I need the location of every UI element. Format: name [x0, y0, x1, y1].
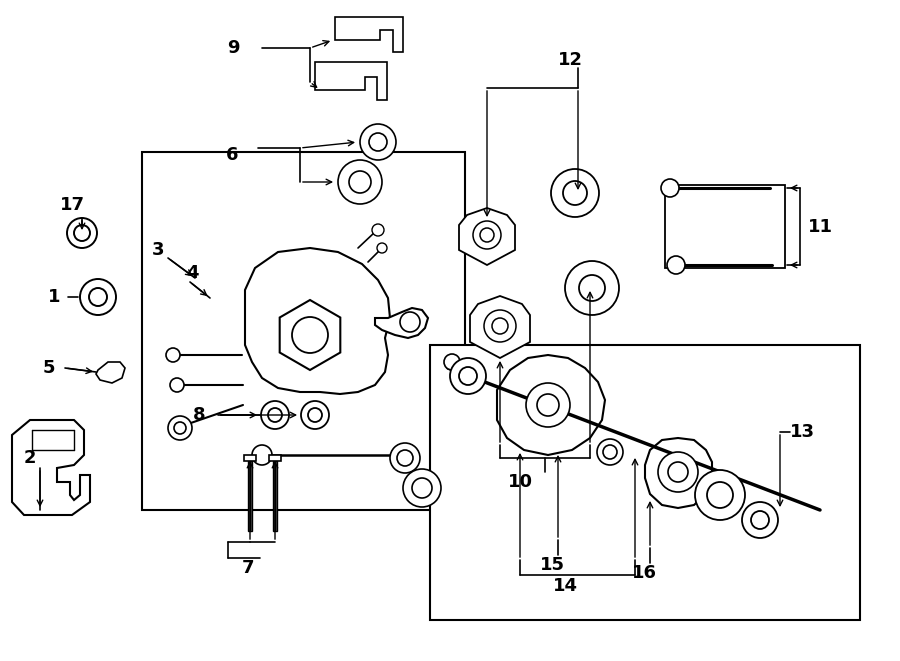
Bar — [269, 455, 281, 461]
Circle shape — [349, 171, 371, 193]
Circle shape — [168, 416, 192, 440]
Bar — [665, 185, 785, 268]
Circle shape — [603, 445, 617, 459]
Circle shape — [667, 256, 685, 274]
Circle shape — [308, 408, 322, 422]
Circle shape — [369, 133, 387, 151]
Circle shape — [338, 160, 382, 204]
Bar — [352, 182, 368, 202]
Circle shape — [751, 511, 769, 529]
Polygon shape — [497, 355, 605, 455]
Circle shape — [412, 478, 432, 498]
Circle shape — [74, 225, 90, 241]
Bar — [430, 345, 860, 620]
Circle shape — [707, 482, 733, 508]
Circle shape — [390, 443, 420, 473]
Text: 1: 1 — [48, 288, 60, 306]
Text: 15: 15 — [539, 556, 564, 574]
Text: 3: 3 — [152, 241, 164, 259]
Circle shape — [742, 502, 778, 538]
Circle shape — [372, 224, 384, 236]
Text: 6: 6 — [226, 146, 238, 164]
Polygon shape — [375, 308, 428, 338]
Circle shape — [551, 169, 599, 217]
Circle shape — [174, 422, 186, 434]
Circle shape — [360, 124, 396, 160]
Circle shape — [484, 310, 516, 342]
Text: 16: 16 — [632, 564, 656, 582]
Circle shape — [658, 452, 698, 492]
Text: 9: 9 — [228, 39, 240, 57]
Polygon shape — [12, 420, 90, 515]
Bar — [244, 455, 256, 461]
Circle shape — [400, 312, 420, 332]
Circle shape — [450, 358, 486, 394]
Circle shape — [492, 318, 508, 334]
Circle shape — [459, 367, 477, 385]
Bar — [142, 152, 465, 510]
Circle shape — [444, 354, 460, 370]
Text: 10: 10 — [508, 473, 533, 491]
Circle shape — [377, 243, 387, 253]
Circle shape — [170, 378, 184, 392]
Text: 8: 8 — [193, 406, 205, 424]
Circle shape — [563, 181, 587, 205]
Polygon shape — [315, 62, 387, 100]
Text: 2: 2 — [23, 449, 36, 467]
Text: 13: 13 — [790, 423, 815, 441]
Polygon shape — [335, 17, 403, 52]
Text: 4: 4 — [185, 264, 198, 282]
Text: 5: 5 — [42, 359, 55, 377]
Polygon shape — [245, 248, 390, 394]
Text: 17: 17 — [59, 196, 85, 214]
Circle shape — [67, 218, 97, 248]
Circle shape — [537, 394, 559, 416]
Circle shape — [80, 279, 116, 315]
Polygon shape — [470, 296, 530, 358]
Circle shape — [661, 179, 679, 197]
Circle shape — [526, 383, 570, 427]
Bar — [371, 142, 385, 158]
Bar — [273, 461, 277, 531]
Circle shape — [473, 221, 501, 249]
Circle shape — [166, 348, 180, 362]
Text: 12: 12 — [557, 51, 582, 69]
Circle shape — [565, 261, 619, 315]
Circle shape — [252, 445, 272, 465]
Circle shape — [579, 275, 605, 301]
Circle shape — [89, 288, 107, 306]
Text: 11: 11 — [808, 218, 833, 236]
Polygon shape — [645, 438, 712, 508]
Circle shape — [268, 408, 282, 422]
Circle shape — [597, 439, 623, 465]
Text: 7: 7 — [242, 559, 254, 577]
Circle shape — [403, 469, 441, 507]
Circle shape — [397, 450, 413, 466]
Polygon shape — [96, 362, 125, 383]
Circle shape — [480, 228, 494, 242]
Bar — [248, 461, 252, 531]
Circle shape — [695, 470, 745, 520]
Polygon shape — [459, 208, 515, 265]
Polygon shape — [280, 300, 340, 370]
Circle shape — [261, 401, 289, 429]
Circle shape — [301, 401, 329, 429]
Circle shape — [292, 317, 328, 353]
Circle shape — [668, 462, 688, 482]
Text: 14: 14 — [553, 577, 578, 595]
